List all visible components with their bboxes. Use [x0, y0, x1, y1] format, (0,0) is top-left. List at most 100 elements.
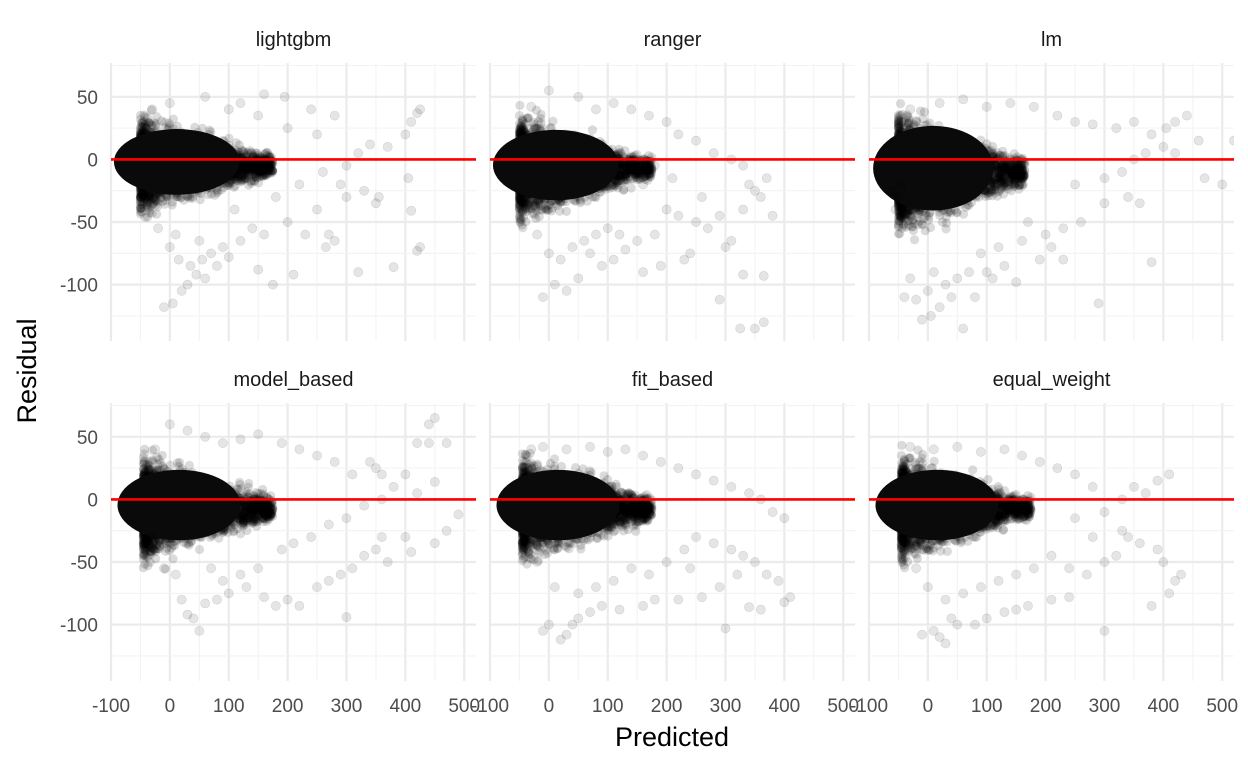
data-point [540, 203, 550, 213]
data-point [576, 196, 586, 206]
data-point [249, 176, 260, 186]
data-point [264, 158, 274, 169]
data-point [633, 162, 643, 173]
panel-lightgbm: lightgbm [109, 29, 476, 341]
data-point [515, 216, 526, 226]
data-point [240, 174, 250, 184]
data-point [254, 166, 264, 176]
data-point [265, 163, 275, 173]
data-point [353, 267, 364, 278]
data-point [621, 168, 631, 179]
data-point [622, 163, 632, 173]
data-point [531, 105, 541, 115]
data-point [136, 189, 146, 199]
data-point [288, 269, 299, 280]
data-point [515, 124, 525, 134]
data-point [249, 169, 259, 179]
data-point [256, 164, 267, 174]
data-point [620, 146, 630, 156]
data-point [323, 229, 334, 240]
data-point [632, 174, 642, 185]
data-point [542, 204, 552, 215]
data-point [176, 192, 186, 203]
data-point [536, 109, 546, 120]
data-point [164, 118, 174, 128]
data-point [514, 200, 525, 210]
data-point [575, 198, 586, 208]
data-point [254, 172, 264, 182]
data-point [641, 158, 651, 168]
data-point [516, 200, 526, 211]
data-point [312, 129, 322, 140]
data-point [538, 201, 549, 211]
data-point [610, 180, 621, 191]
data-point [137, 189, 147, 199]
data-point [245, 159, 255, 170]
data-point [630, 168, 640, 178]
data-point [522, 113, 532, 123]
data-point [642, 163, 652, 174]
data-point [185, 193, 195, 203]
data-point [618, 161, 628, 171]
data-point [144, 192, 154, 202]
data-point [629, 158, 639, 168]
data-point [141, 195, 151, 205]
data-point [622, 169, 632, 179]
data-point [628, 174, 638, 184]
data-point [548, 116, 558, 126]
data-point [537, 205, 547, 215]
data-point [256, 166, 267, 176]
data-point [517, 196, 527, 206]
data-point [611, 178, 621, 188]
data-point [241, 161, 252, 171]
data-point [137, 200, 147, 210]
data-point [164, 98, 175, 108]
data-point [561, 206, 572, 217]
data-point [541, 205, 552, 216]
data-point [624, 163, 634, 173]
data-point [143, 191, 154, 201]
data-point [582, 196, 592, 206]
data-point [514, 110, 525, 121]
data-point [142, 202, 152, 213]
data-point [629, 160, 640, 171]
data-point [341, 192, 352, 202]
data-point [640, 171, 650, 181]
data-point [514, 199, 525, 209]
data-point [633, 173, 643, 183]
data-point [255, 164, 266, 174]
data-point [236, 174, 246, 184]
data-point [616, 170, 626, 180]
data-point [260, 160, 271, 170]
data-point [625, 158, 635, 169]
data-point [249, 163, 259, 173]
data-point [629, 164, 640, 174]
data-point [624, 159, 634, 169]
data-point [145, 192, 155, 202]
data-point [253, 110, 264, 121]
data-point [256, 166, 266, 176]
data-point [252, 148, 262, 158]
data-point [530, 124, 541, 134]
data-point [265, 161, 275, 171]
data-point [249, 171, 260, 182]
data-point [255, 163, 265, 173]
data-point [244, 165, 254, 175]
data-point [140, 194, 150, 204]
data-point [514, 206, 525, 216]
data-point [515, 128, 525, 138]
data-point [267, 159, 277, 169]
data-point [529, 124, 539, 134]
data-point [528, 196, 538, 206]
data-point [140, 194, 150, 204]
data-point [619, 162, 629, 172]
data-point [515, 193, 525, 204]
data-point [149, 118, 159, 128]
data-point [238, 161, 248, 171]
data-point [628, 161, 638, 171]
data-point [151, 196, 161, 206]
data-point [236, 145, 247, 155]
data-point [246, 176, 257, 186]
data-point [241, 163, 251, 173]
